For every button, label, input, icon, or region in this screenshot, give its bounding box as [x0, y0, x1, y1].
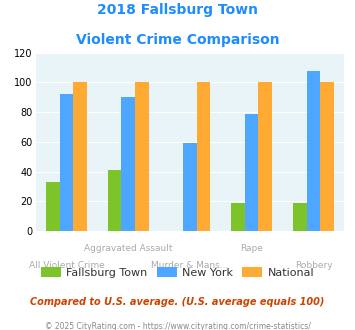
Text: Compared to U.S. average. (U.S. average equals 100): Compared to U.S. average. (U.S. average …	[30, 297, 325, 307]
Bar	[108, 170, 121, 231]
Bar	[231, 203, 245, 231]
Bar	[245, 114, 258, 231]
Bar	[121, 97, 135, 231]
Legend: Fallsburg Town, New York, National: Fallsburg Town, New York, National	[37, 263, 318, 282]
Text: 2018 Fallsburg Town: 2018 Fallsburg Town	[97, 3, 258, 17]
Bar	[293, 203, 307, 231]
Bar	[258, 82, 272, 231]
Text: © 2025 CityRating.com - https://www.cityrating.com/crime-statistics/: © 2025 CityRating.com - https://www.city…	[45, 322, 310, 330]
Text: All Violent Crime: All Violent Crime	[28, 261, 104, 270]
Bar	[135, 82, 148, 231]
Bar	[46, 182, 60, 231]
Bar	[320, 82, 334, 231]
Bar	[60, 94, 73, 231]
Bar	[307, 71, 320, 231]
Text: Murder & Mans...: Murder & Mans...	[151, 261, 229, 270]
Bar	[183, 143, 197, 231]
Text: Aggravated Assault: Aggravated Assault	[84, 244, 173, 253]
Text: Rape: Rape	[240, 244, 263, 253]
Text: Robbery: Robbery	[295, 261, 332, 270]
Bar	[197, 82, 210, 231]
Text: Violent Crime Comparison: Violent Crime Comparison	[76, 33, 279, 47]
Bar	[73, 82, 87, 231]
